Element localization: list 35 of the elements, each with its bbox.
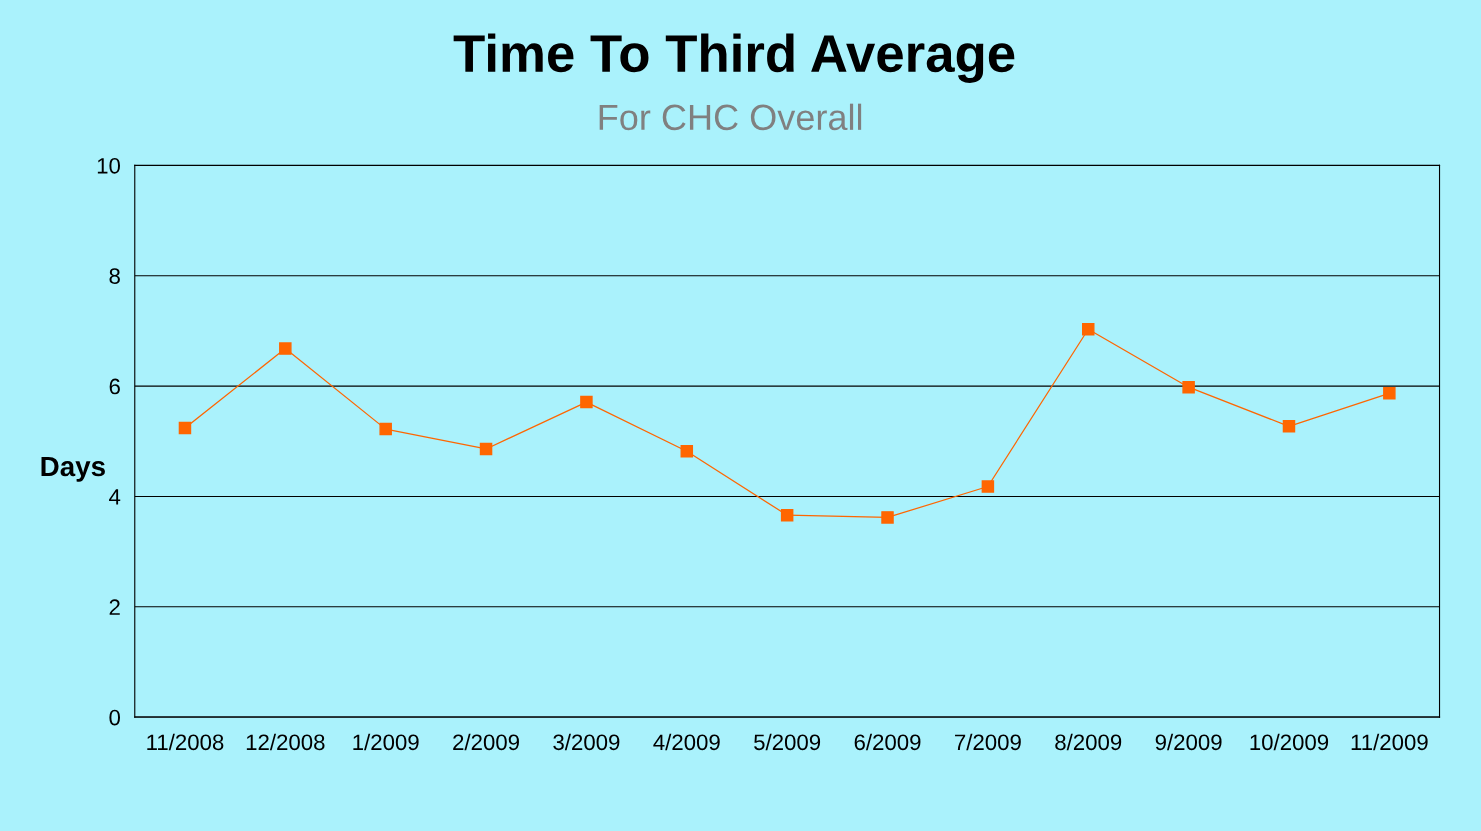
- x-tick-label: 11/2008: [147, 733, 224, 751]
- x-tick-label: 6/2009: [854, 733, 921, 751]
- x-tick-label: 3/2009: [553, 733, 620, 751]
- chart-subtitle: For CHC Overall: [599, 103, 862, 131]
- point: [780, 508, 794, 522]
- chart-title: Time To Third Average: [453, 33, 1015, 83]
- point: [1383, 387, 1396, 400]
- y-tick-label: 6: [109, 378, 120, 395]
- y-axis-title: Days: [41, 456, 105, 482]
- x-tick-label: 1/2009: [353, 733, 419, 751]
- x-tick-label: 9/2009: [1155, 733, 1222, 751]
- point: [1182, 380, 1195, 394]
- point: [178, 421, 192, 435]
- x-tick-label: 5/2009: [754, 733, 821, 751]
- point: [881, 511, 894, 524]
- point: [680, 444, 694, 458]
- point: [580, 395, 593, 409]
- y-tick-label: 2: [109, 599, 120, 615]
- y-tick-label: 8: [109, 268, 120, 284]
- x-tick-label: 4/2009: [653, 733, 720, 751]
- point: [479, 442, 493, 456]
- y-tick-label: 0: [109, 709, 121, 726]
- x-tick-label: 10/2009: [1250, 733, 1329, 751]
- point: [1282, 420, 1296, 433]
- point: [981, 480, 995, 493]
- point: [279, 342, 292, 355]
- x-tick-label: 8/2009: [1055, 733, 1122, 751]
- x-tick-label: 11/2009: [1351, 733, 1428, 751]
- point: [1081, 322, 1095, 336]
- y-tick-label: 10: [97, 157, 121, 174]
- y-tick-label: 4: [109, 489, 121, 505]
- point: [379, 422, 392, 436]
- x-tick-label: 2/2009: [453, 733, 519, 751]
- x-tick-label: 12/2008: [246, 733, 325, 751]
- x-tick-label: 7/2009: [955, 733, 1021, 751]
